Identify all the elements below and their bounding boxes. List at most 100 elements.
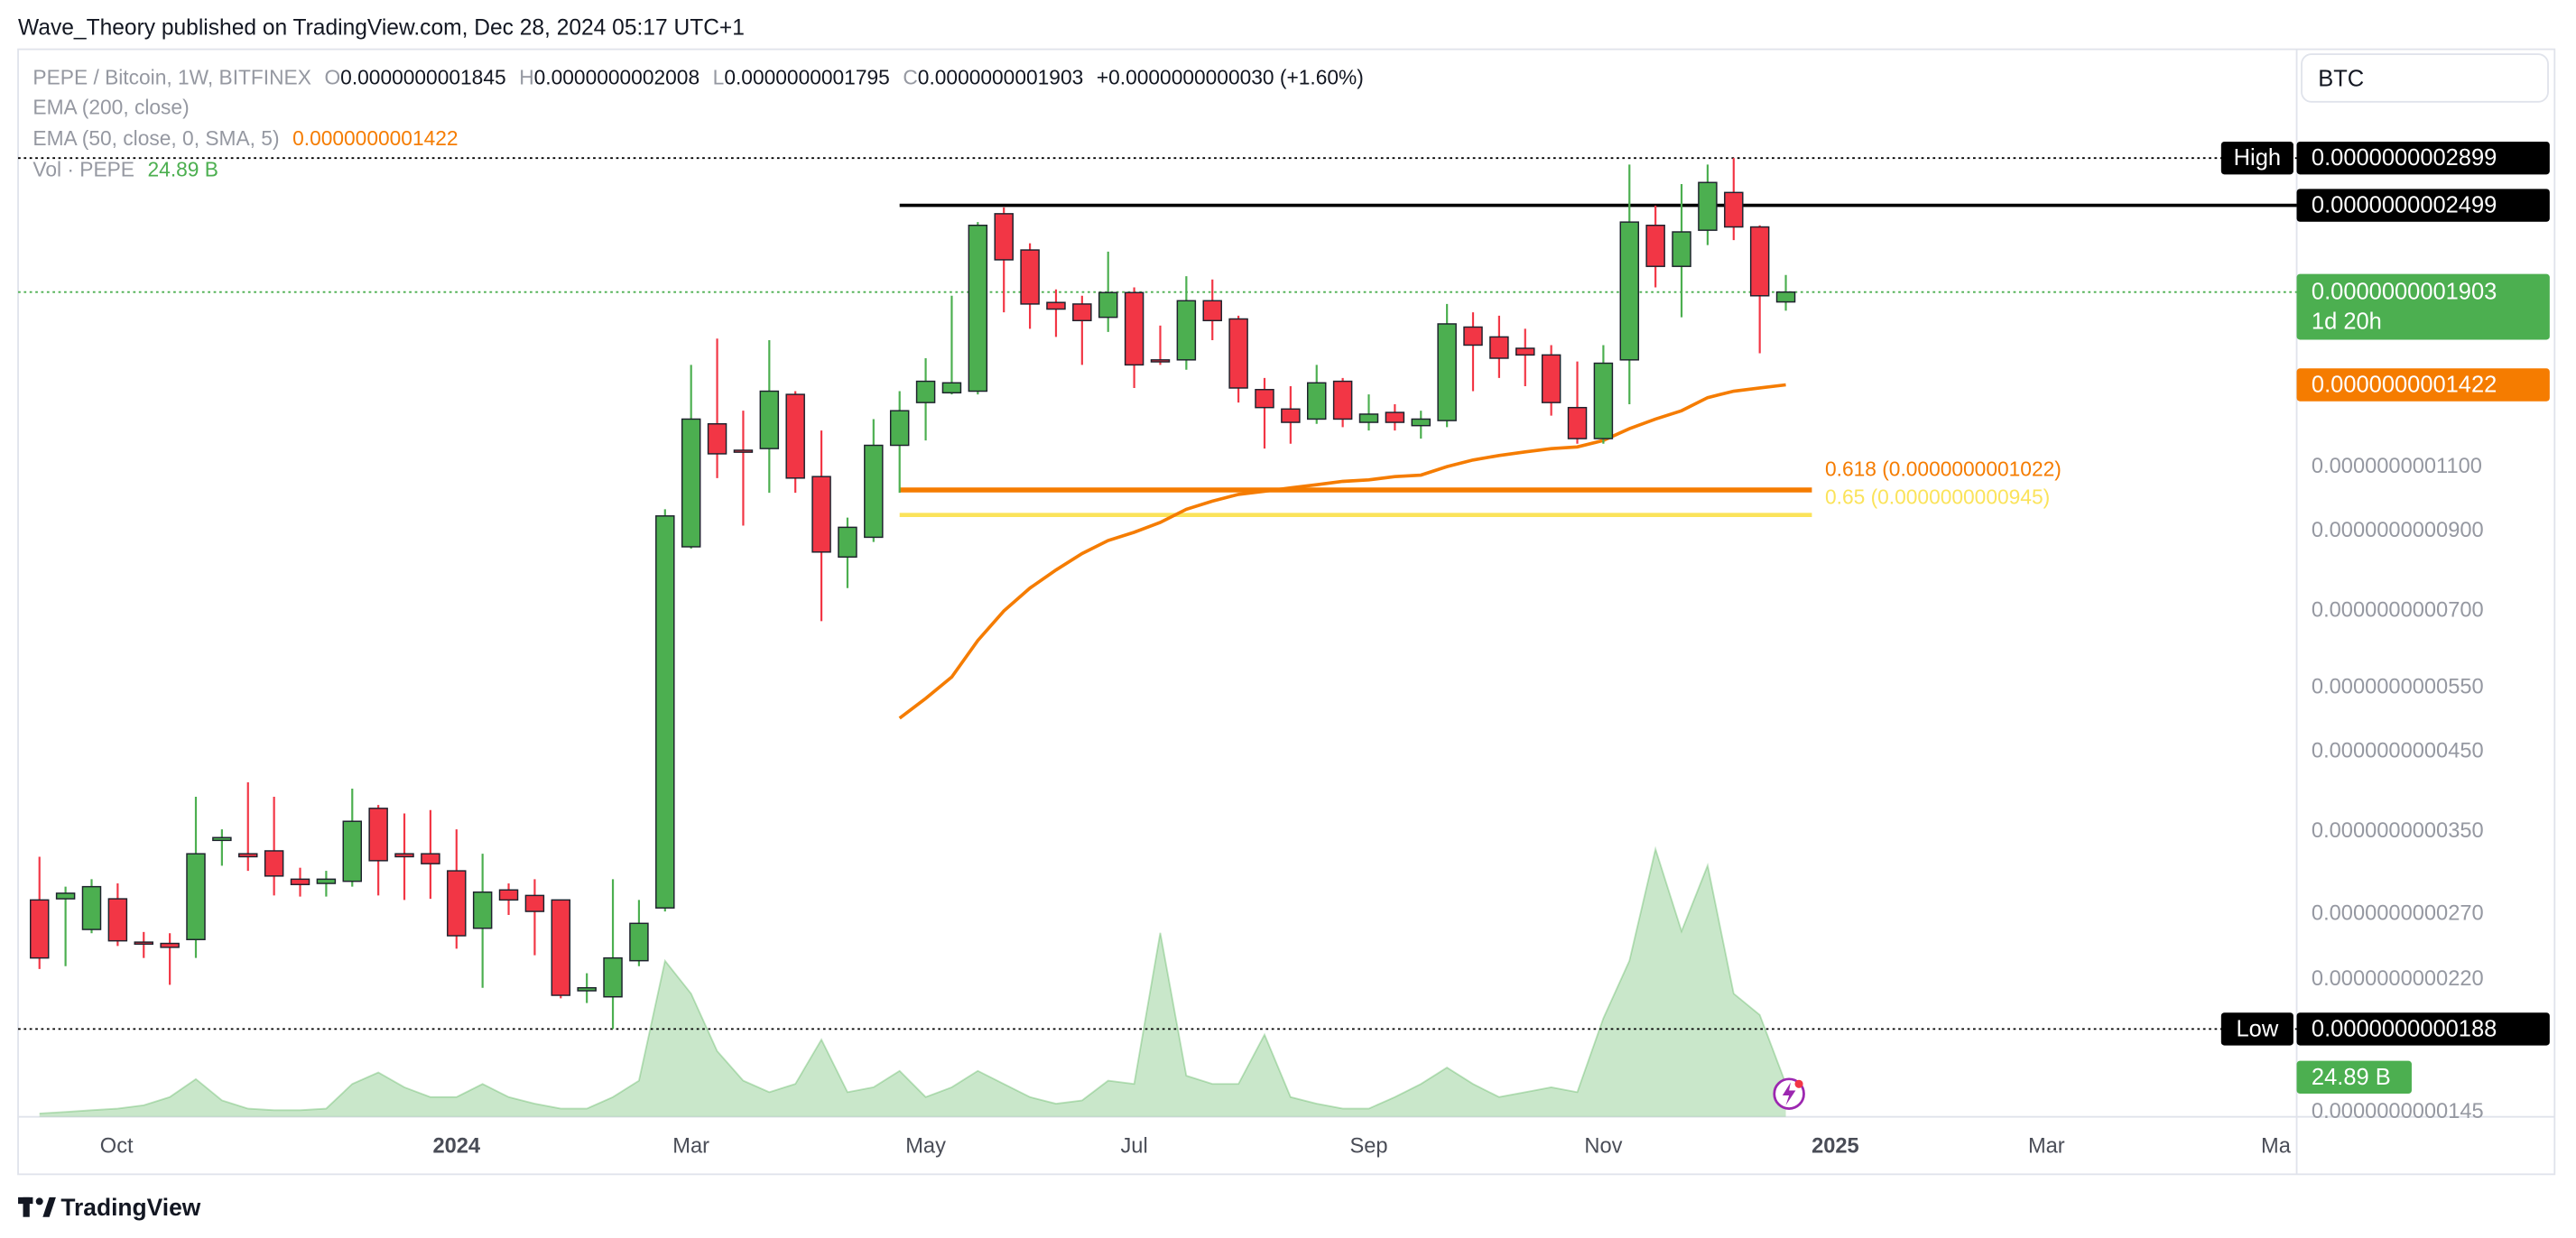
candle-body [394, 853, 414, 858]
legend-ema200: EMA (200, close) [32, 95, 189, 118]
candle-body [681, 418, 701, 548]
x-tick-label: Nov [1584, 1134, 1622, 1158]
price-line-badge [2296, 141, 2550, 175]
legend-change: +0.0000000000030 (+1.60%) [1097, 66, 1364, 89]
last-price-label: 0.0000000001903 [2312, 280, 2497, 305]
price-tag-label: Low [2236, 1016, 2278, 1041]
candle-body [811, 476, 831, 553]
candle-body [107, 898, 128, 942]
legend-value: 0.0000000002008 [534, 66, 700, 89]
candle-body [81, 885, 102, 930]
legend-value: 0.0000000001845 [340, 66, 505, 89]
price-line-badge-label: 0.0000000000188 [2312, 1016, 2497, 1041]
candle-body [1307, 382, 1327, 420]
candle-body [1698, 181, 1718, 231]
candle-body [55, 892, 76, 900]
candle-body [524, 894, 545, 912]
candle-body [915, 380, 936, 403]
candle-body [1437, 323, 1457, 421]
candle-body [186, 853, 206, 940]
candle-body [1385, 411, 1405, 423]
candle-body [1463, 326, 1483, 346]
volume-fill [39, 849, 1786, 1117]
price-line-badge-label: 0.0000000002499 [2312, 193, 2497, 218]
candle-body [1619, 221, 1640, 361]
plot-area [18, 157, 2297, 1117]
candle-body [290, 878, 310, 885]
footer-brand: TradingView [60, 1194, 200, 1221]
ema-badge-label: 0.0000000001422 [2312, 372, 2497, 397]
candle-body [785, 393, 805, 479]
candle-body [1281, 408, 1301, 423]
candle-body [1411, 418, 1431, 427]
x-tick-label: 2024 [432, 1134, 480, 1158]
candle-body [629, 922, 649, 962]
candle-body [447, 870, 467, 937]
candle-body [472, 891, 493, 929]
x-tick-label: 2025 [1812, 1134, 1859, 1158]
candle-body [1593, 362, 1614, 439]
candle-body [316, 878, 337, 884]
logo-part [23, 1196, 30, 1217]
candle-body [421, 853, 440, 864]
legend-value: 0.0000000001795 [724, 66, 889, 89]
legend-symbol: PEPE / Bitcoin, 1W, BITFINEX [32, 66, 310, 89]
x-tick-label: Ma [2261, 1134, 2292, 1158]
currency-button[interactable] [2301, 53, 2549, 103]
candle-body [342, 820, 363, 882]
candle-body [864, 444, 884, 539]
alert-bolt[interactable] [1782, 1082, 1796, 1105]
legend-volume: Vol · PEPE 24.89 B [32, 157, 218, 180]
y-tick-label: 0.0000000001100 [2312, 455, 2482, 478]
legend-key: C [903, 66, 917, 89]
candle-body [264, 850, 284, 877]
candle-body [1150, 359, 1171, 363]
price-tag [2220, 1012, 2293, 1046]
candle-body [1645, 224, 1665, 267]
legend-key: H [519, 66, 533, 89]
legend-ema50-name: EMA (50, close, 0, SMA, 5) [32, 126, 279, 150]
fib-label: 0.618 (0.0000000001022) [1825, 457, 2062, 480]
candle-body [160, 942, 180, 948]
x-tick-label: Mar [2028, 1134, 2065, 1158]
currency-label[interactable]: BTC [2318, 66, 2364, 91]
legend-main: PEPE / Bitcoin, 1W, BITFINEX O0.000000000… [32, 66, 1363, 89]
candle-body [498, 889, 519, 901]
candle-body [1202, 300, 1222, 322]
y-tick-label: 0.0000000000900 [2312, 519, 2484, 542]
alert-icon[interactable] [1773, 1077, 1805, 1110]
candle-body [1228, 318, 1248, 389]
candle-body [551, 899, 571, 996]
last-price-badge [2296, 273, 2550, 340]
x-tick-label: Jul [1120, 1134, 1147, 1158]
candle-body [1515, 347, 1535, 356]
fib-label: 0.65 (0.0000000000945) [1825, 485, 2050, 509]
candle-body [838, 526, 857, 559]
candle-body [29, 899, 50, 959]
y-tick-label: 0.0000000000550 [2312, 676, 2484, 699]
price-tag [2220, 141, 2293, 175]
y-tick-label: 0.0000000000145 [2312, 1100, 2484, 1123]
candle-body [577, 986, 597, 992]
y-tick-label: 0.0000000000270 [2312, 902, 2484, 926]
candle-body [1072, 303, 1092, 322]
legend-key: L [713, 66, 725, 89]
y-tick-label: 0.0000000000450 [2312, 739, 2484, 762]
x-tick-label: May [905, 1134, 946, 1158]
candle-body [1775, 291, 1796, 303]
y-tick-label: 0.0000000000700 [2312, 599, 2484, 623]
alert-dot[interactable] [1794, 1079, 1803, 1088]
legend-volume-value: 24.89 B [148, 157, 218, 180]
candle-body [134, 941, 153, 946]
x-tick-label: Mar [672, 1134, 709, 1158]
logo-part [42, 1196, 56, 1217]
y-tick-label: 0.0000000000350 [2312, 819, 2484, 843]
y-tick-label: 0.0000000000220 [2312, 967, 2484, 991]
candle-body [603, 956, 623, 998]
price-tag-label: High [2234, 145, 2281, 171]
candle-body [1124, 291, 1144, 366]
